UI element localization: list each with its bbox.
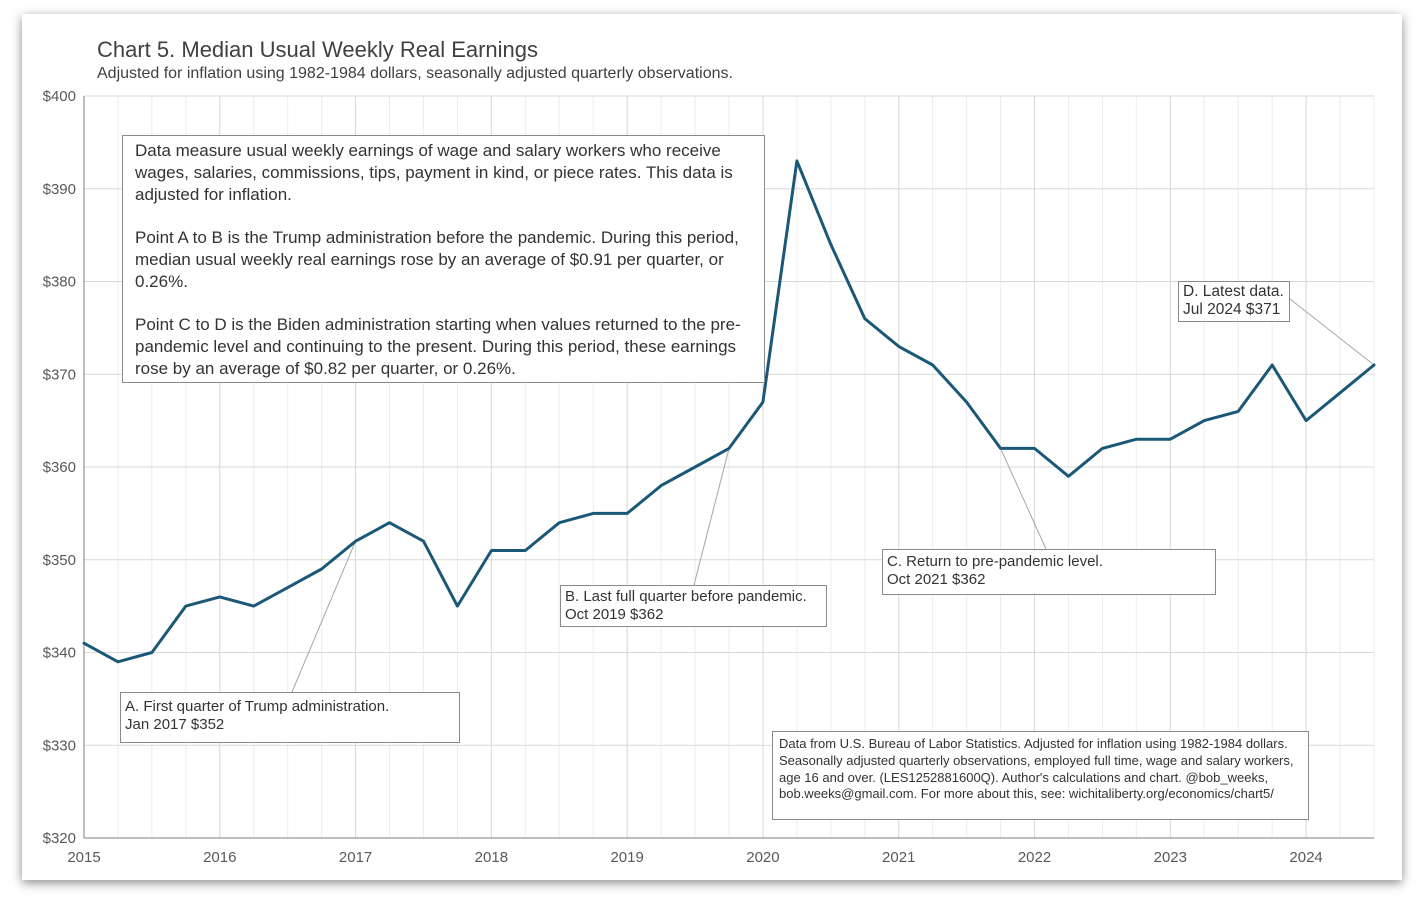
annotation-a-value: Jan 2017 $352 xyxy=(125,716,225,733)
annotation-d-value: Jul 2024 $371 xyxy=(1183,301,1281,318)
chart-title: Chart 5. Median Usual Weekly Real Earnin… xyxy=(97,37,539,62)
annotation-c: C. Return to pre-pandemic level. Oct 202… xyxy=(882,549,1216,595)
chart-card: $320 $330 $340 $350 $360 $370 $380 $390 $400 2015… xyxy=(22,14,1402,880)
x-tick-label: 2015 xyxy=(67,849,100,866)
y-tick-label: $320 xyxy=(43,830,76,847)
x-tick-label: 2020 xyxy=(746,849,779,866)
earnings-series-line xyxy=(82,159,1376,664)
x-tick-label: 2017 xyxy=(339,849,372,866)
y-tick-label: $350 xyxy=(43,552,76,569)
annotation-c-value: Oct 2021 $362 xyxy=(887,571,986,588)
x-tick-label: 2019 xyxy=(610,849,643,866)
y-tick-label: $370 xyxy=(43,366,76,383)
annotation-leader-a xyxy=(291,541,357,693)
annotation-d-title: D. Latest data. xyxy=(1183,283,1284,300)
y-tick-label: $380 xyxy=(43,274,76,291)
x-tick-label: 2022 xyxy=(1018,849,1051,866)
source-note: Data from U.S. Bureau of Labor Statistic… xyxy=(772,731,1309,820)
x-tick-label: 2024 xyxy=(1289,849,1322,866)
note-paragraph-1: Data measure usual weekly earnings of wa… xyxy=(135,141,733,204)
annotation-leader-c xyxy=(1000,448,1047,550)
annotation-a-title: A. First quarter of Trump administration… xyxy=(125,698,390,715)
chart-subtitle: Adjusted for inflation using 1982-1984 d… xyxy=(97,65,733,82)
annotation-leader-d xyxy=(1289,298,1375,366)
y-tick-label: $340 xyxy=(43,645,76,662)
note-paragraph-2: Point A to B is the Trump administration… xyxy=(135,228,739,291)
explanation-note: Data measure usual weekly earnings of wa… xyxy=(122,135,765,383)
annotation-c-title: C. Return to pre-pandemic level. xyxy=(887,553,1103,570)
annotation-leader-b xyxy=(693,448,730,586)
x-tick-label: 2023 xyxy=(1154,849,1187,866)
annotation-a: A. First quarter of Trump administration… xyxy=(120,692,460,743)
y-tick-label: $330 xyxy=(43,737,76,754)
annotation-b-value: Oct 2019 $362 xyxy=(565,606,664,623)
y-tick-label: $360 xyxy=(43,459,76,476)
y-tick-label: $400 xyxy=(43,88,76,105)
x-tick-label: 2016 xyxy=(203,849,236,866)
x-tick-label: 2021 xyxy=(882,849,915,866)
note-paragraph-3: Point C to D is the Biden administration… xyxy=(135,315,741,378)
annotation-d: D. Latest data. Jul 2024 $371 xyxy=(1178,281,1290,322)
y-tick-label: $390 xyxy=(43,181,76,198)
annotation-b: B. Last full quarter before pandemic. Oc… xyxy=(560,585,827,627)
x-tick-label: 2018 xyxy=(475,849,508,866)
annotation-b-title: B. Last full quarter before pandemic. xyxy=(565,588,807,605)
